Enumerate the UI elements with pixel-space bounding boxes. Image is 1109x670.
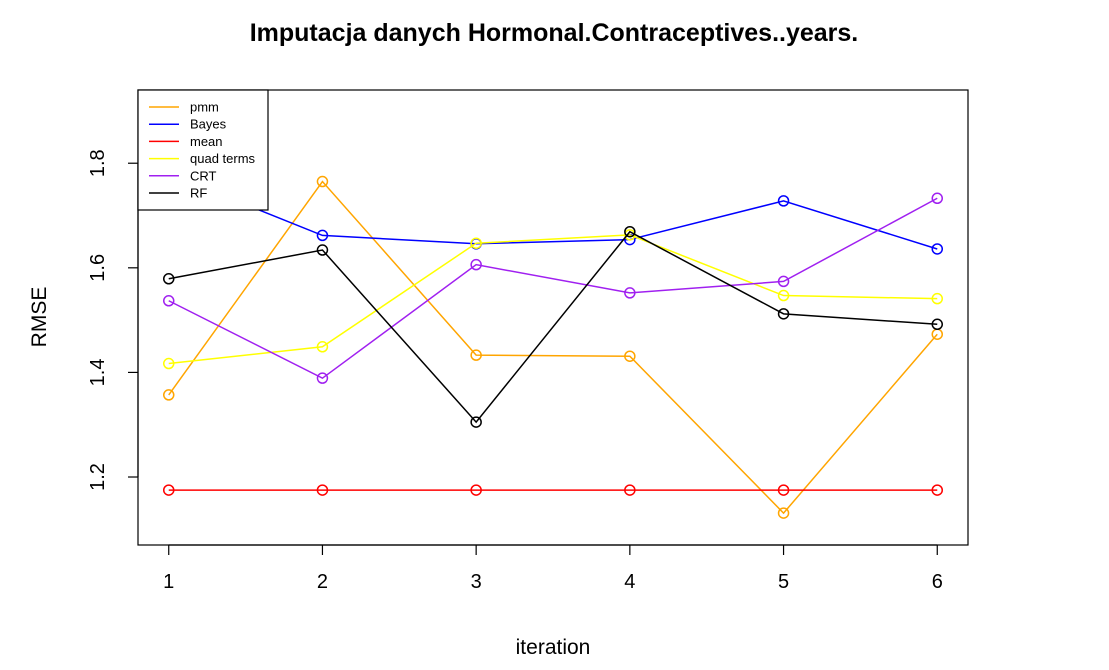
series-rf [162,225,944,428]
series-mean [162,484,944,496]
legend-label: CRT [190,168,217,183]
y-axis-label: RMSE [28,287,51,348]
x-axis: 1 2 3 4 5 6 [163,544,943,593]
data-point-quad-terms [316,341,329,353]
series-line-pmm [168,180,938,515]
x-tick-label: 5 [778,571,789,593]
legend-label: mean [190,134,223,149]
series-quad-terms [162,229,944,370]
legend: pmm Bayes mean quad terms CRT RF [137,89,269,211]
legend-label: RF [190,186,207,201]
data-point-rf [777,308,790,320]
y-tick-label: 1.6 [87,254,109,282]
data-point-bayes [777,195,790,207]
data-point-rf [470,416,482,428]
series-line-crt [168,197,938,380]
x-tick-label: 1 [163,571,174,593]
data-point-mean [931,484,944,496]
data-point-quad-terms [470,237,482,249]
data-point-rf [931,318,944,331]
data-point-crt [931,192,944,205]
legend-label: pmm [190,100,219,115]
x-tick-label: 3 [471,571,482,593]
data-point-quad-terms [162,357,175,370]
data-point-crt [777,275,790,288]
series-line-bayes [168,172,938,250]
data-point-mean [162,484,175,496]
data-point-pmm [777,507,790,519]
x-axis-label: iteration [516,636,591,659]
x-tick-label: 6 [932,571,943,593]
data-point-quad-terms [777,289,790,302]
series-bayes [162,167,944,255]
data-point-pmm [624,350,636,362]
data-point-rf [316,244,329,256]
y-tick-label: 1.8 [87,149,109,177]
x-tick-label: 2 [317,571,328,593]
data-point-pmm [316,175,329,188]
series-layer [162,167,944,519]
legend-label: quad terms [190,151,256,166]
data-point-crt [162,295,175,307]
series-line-quad-terms [168,234,938,365]
y-tick-label: 1.2 [87,463,109,491]
data-point-pmm [162,389,175,401]
y-axis: 1.2 1.4 1.6 1.8 [87,149,139,491]
legend-box [137,89,269,211]
y-tick-label: 1.4 [87,359,109,387]
data-point-pmm [470,349,482,361]
series-line-rf [168,230,938,424]
legend-label: Bayes [190,117,227,132]
data-point-mean [624,484,636,496]
data-point-rf [162,273,175,285]
data-point-rf [624,225,636,238]
data-point-quad-terms [931,292,944,305]
data-point-bayes [316,229,329,242]
data-point-mean [316,484,329,496]
series-crt [162,192,944,384]
series-pmm [162,175,944,519]
data-point-crt [316,372,329,384]
data-point-crt [624,287,636,299]
data-point-bayes [931,243,944,255]
data-point-mean [470,484,482,496]
data-point-crt [470,258,482,271]
chart-title: Imputacja danych Hormonal.Contraceptives… [250,19,859,47]
data-point-mean [777,484,790,496]
x-tick-label: 4 [624,571,635,593]
